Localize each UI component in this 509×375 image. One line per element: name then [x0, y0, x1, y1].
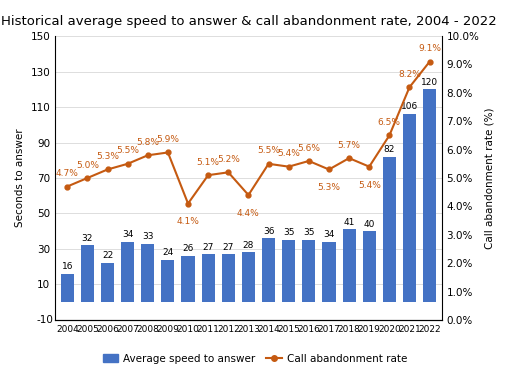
Text: 5.7%: 5.7% [337, 141, 360, 150]
Text: 27: 27 [222, 243, 234, 252]
Bar [121, 242, 134, 302]
Call abandonment rate [124, 162, 130, 166]
Bar [362, 231, 375, 302]
Text: 82: 82 [383, 145, 394, 154]
Bar [81, 245, 94, 302]
Call abandonment rate [305, 159, 312, 163]
Text: 9.1%: 9.1% [417, 44, 440, 53]
Call abandonment rate [225, 170, 231, 175]
Text: 35: 35 [302, 228, 314, 237]
Text: 41: 41 [343, 218, 354, 227]
Call abandonment rate [205, 173, 211, 177]
Bar [201, 254, 214, 302]
Bar [161, 260, 174, 302]
Call abandonment rate [265, 162, 271, 166]
Text: 6.5%: 6.5% [377, 118, 400, 127]
Bar [221, 254, 234, 302]
Text: 5.2%: 5.2% [216, 155, 239, 164]
Call abandonment rate [104, 167, 110, 172]
Legend: Average speed to answer, Call abandonment rate: Average speed to answer, Call abandonmen… [98, 350, 411, 368]
Text: 5.0%: 5.0% [76, 160, 99, 170]
Call abandonment rate [325, 167, 331, 172]
Text: 4.7%: 4.7% [55, 169, 78, 178]
Bar [382, 157, 395, 302]
Text: 120: 120 [420, 78, 437, 87]
Text: 8.2%: 8.2% [398, 70, 420, 79]
Text: 26: 26 [182, 244, 193, 254]
Call abandonment rate [346, 156, 352, 160]
Text: 5.3%: 5.3% [317, 183, 340, 192]
Text: 5.5%: 5.5% [257, 147, 279, 156]
Bar [262, 238, 274, 302]
Call abandonment rate [285, 164, 291, 169]
Text: 32: 32 [81, 234, 93, 243]
Text: 27: 27 [202, 243, 213, 252]
Text: 35: 35 [282, 228, 294, 237]
Bar [402, 114, 415, 302]
Call abandonment rate [84, 176, 90, 180]
Call abandonment rate [365, 164, 372, 169]
Text: 33: 33 [142, 232, 153, 241]
Bar [241, 252, 254, 302]
Text: 5.6%: 5.6% [297, 144, 320, 153]
Line: Call abandonment rate: Call abandonment rate [65, 59, 431, 206]
Call abandonment rate [385, 133, 391, 138]
Text: 40: 40 [363, 219, 374, 228]
Text: 5.4%: 5.4% [277, 149, 300, 158]
Text: 24: 24 [162, 248, 173, 257]
Y-axis label: Call abandonment rate (%): Call abandonment rate (%) [484, 107, 494, 249]
Text: 5.3%: 5.3% [96, 152, 119, 161]
Call abandonment rate [164, 150, 171, 155]
Text: 5.8%: 5.8% [136, 138, 159, 147]
Text: -10: -10 [36, 315, 53, 325]
Text: 5.1%: 5.1% [196, 158, 219, 167]
Text: 106: 106 [400, 102, 417, 111]
Bar [302, 240, 315, 302]
Bar [101, 263, 114, 302]
Call abandonment rate [406, 85, 412, 90]
Bar [141, 244, 154, 302]
Text: 34: 34 [122, 230, 133, 239]
Call abandonment rate [185, 201, 191, 206]
Text: 16: 16 [62, 262, 73, 271]
Bar [281, 240, 295, 302]
Bar [181, 256, 194, 302]
Text: 5.9%: 5.9% [156, 135, 179, 144]
Call abandonment rate [145, 153, 151, 158]
Bar [61, 274, 74, 302]
Text: 34: 34 [323, 230, 334, 239]
Y-axis label: Seconds to answer: Seconds to answer [15, 129, 25, 227]
Text: 28: 28 [242, 241, 253, 250]
Text: 5.5%: 5.5% [116, 147, 139, 156]
Call abandonment rate [245, 193, 251, 197]
Bar [322, 242, 335, 302]
Text: 4.1%: 4.1% [176, 217, 199, 226]
Bar [422, 89, 435, 302]
Text: 22: 22 [102, 252, 113, 261]
Text: 4.4%: 4.4% [237, 209, 259, 218]
Call abandonment rate [64, 184, 70, 189]
Bar [342, 230, 355, 302]
Text: 5.4%: 5.4% [357, 180, 380, 189]
Call abandonment rate [426, 59, 432, 64]
Title: Historical average speed to answer & call abandonment rate, 2004 - 2022: Historical average speed to answer & cal… [1, 15, 495, 28]
Text: 36: 36 [262, 226, 274, 236]
